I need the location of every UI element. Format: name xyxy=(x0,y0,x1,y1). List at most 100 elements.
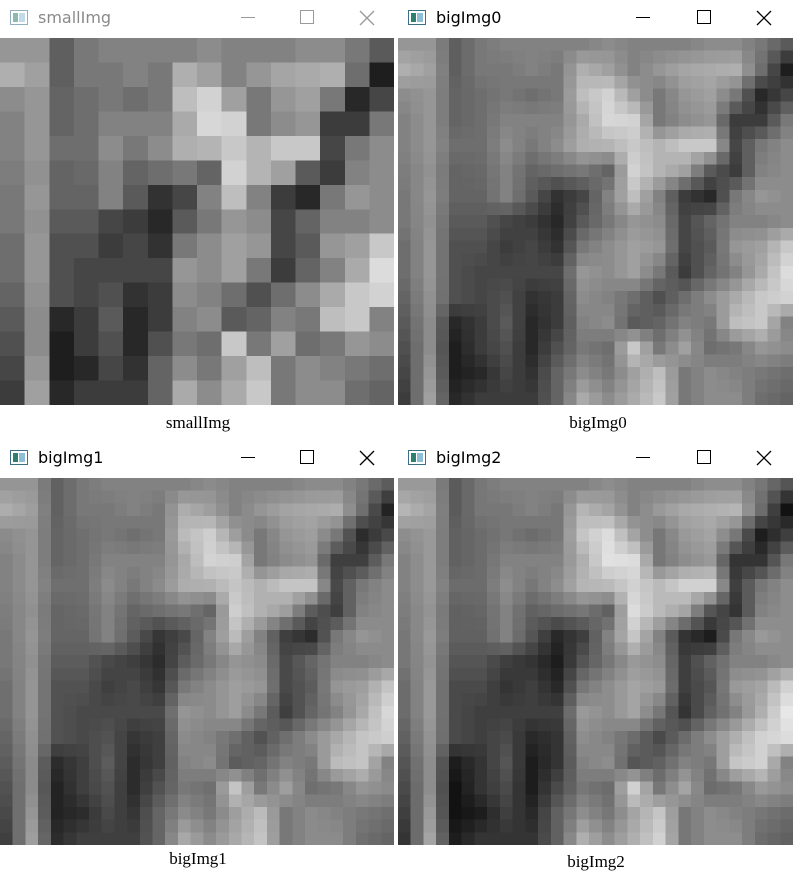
pixel-cell xyxy=(368,629,382,644)
pixel-cell xyxy=(246,135,272,161)
maximize-button[interactable] xyxy=(292,4,322,32)
pixel-cell xyxy=(576,642,590,656)
pixel-cell xyxy=(576,579,590,593)
pixel-cell xyxy=(381,680,394,694)
maximize-button[interactable] xyxy=(689,444,719,472)
pixel-cell xyxy=(665,553,679,568)
pixel-cell xyxy=(640,291,654,305)
pixel-cell xyxy=(742,807,756,821)
pixel-cell xyxy=(410,341,425,355)
pixel-cell xyxy=(576,63,590,77)
pixel-cell xyxy=(410,240,425,254)
pixel-cell xyxy=(127,566,141,580)
pixel-cell xyxy=(343,478,357,492)
maximize-button[interactable] xyxy=(689,4,719,32)
pixel-cell xyxy=(410,604,425,618)
pixel-cell xyxy=(512,253,527,267)
pixel-cell xyxy=(703,718,718,732)
pixel-cell xyxy=(216,731,230,745)
pixel-cell xyxy=(448,367,463,381)
pixel-cell xyxy=(279,756,293,770)
pixel-cell xyxy=(368,655,382,669)
pixel-cell xyxy=(640,101,654,115)
titlebar[interactable]: smallImg xyxy=(0,0,396,38)
pixel-cell xyxy=(767,367,781,381)
pixel-cell xyxy=(355,756,370,770)
pixel-cell xyxy=(780,541,793,555)
pixel-cell xyxy=(101,832,115,845)
minimize-button[interactable] xyxy=(233,4,263,32)
pixel-cell xyxy=(780,50,793,64)
pixel-cell xyxy=(576,794,590,808)
pixel-cell xyxy=(381,553,394,568)
pixel-cell xyxy=(123,160,149,186)
pixel-cell xyxy=(487,541,501,555)
pixel-cell xyxy=(589,743,603,758)
pixel-cell xyxy=(512,617,527,631)
pixel-cell xyxy=(63,667,77,682)
maximize-button[interactable] xyxy=(292,444,322,472)
pixel-cell xyxy=(767,253,781,267)
pixel-cell xyxy=(512,553,527,568)
pixel-cell xyxy=(512,819,527,833)
pixel-cell xyxy=(499,617,514,631)
pixel-cell xyxy=(614,379,628,393)
pixel-cell xyxy=(423,579,437,593)
pixel-cell xyxy=(474,528,488,542)
pixel-cell xyxy=(50,642,65,656)
pixel-cell xyxy=(254,591,268,606)
pixel-cell xyxy=(254,478,268,492)
pixel-cell xyxy=(190,819,204,833)
pixel-cell xyxy=(474,629,488,644)
pixel-cell xyxy=(12,553,27,568)
pixel-cell xyxy=(716,291,730,305)
minimize-button[interactable] xyxy=(628,444,658,472)
pixel-cell xyxy=(729,253,743,267)
titlebar[interactable]: bigImg1 xyxy=(0,440,396,478)
pixel-cell xyxy=(627,101,641,115)
pixel-cell xyxy=(216,655,230,669)
pixel-cell xyxy=(266,642,281,656)
pixel-cell xyxy=(499,367,514,381)
pixel-cell xyxy=(295,356,321,382)
pixel-cell xyxy=(754,478,769,492)
pixel-cell xyxy=(703,553,718,568)
pixel-cell xyxy=(601,278,616,292)
minimize-button[interactable] xyxy=(233,444,263,472)
pixel-cell xyxy=(576,88,590,102)
pixel-cell xyxy=(499,151,514,166)
pixel-cell xyxy=(279,718,293,732)
pixel-cell xyxy=(292,617,306,631)
pixel-cell xyxy=(448,490,463,504)
pixel-cell xyxy=(101,579,115,593)
pixel-cell xyxy=(410,139,425,153)
pixel-cell xyxy=(38,705,52,720)
pixel-cell xyxy=(0,731,14,745)
pixel-cell xyxy=(330,541,344,555)
pixel-cell xyxy=(640,503,654,517)
pixel-cell xyxy=(474,731,488,745)
pixel-cell xyxy=(474,667,488,682)
close-button[interactable] xyxy=(749,4,779,32)
pixel-cell xyxy=(127,604,141,618)
pixel-cell xyxy=(742,253,756,267)
minimize-button[interactable] xyxy=(628,4,658,32)
close-button[interactable] xyxy=(749,444,779,472)
pixel-cell xyxy=(241,756,255,770)
pixel-cell xyxy=(538,667,552,682)
titlebar[interactable]: bigImg0 xyxy=(398,0,793,38)
close-button[interactable] xyxy=(352,4,382,32)
titlebar[interactable]: bigImg2 xyxy=(398,440,793,478)
pixel-cell xyxy=(525,38,539,52)
pixel-cell xyxy=(525,629,539,644)
pixel-cell xyxy=(589,807,603,821)
pixel-cell xyxy=(729,63,743,77)
pixel-cell xyxy=(63,731,77,745)
pixel-cell xyxy=(474,126,488,140)
pixel-cell xyxy=(436,617,450,631)
pixel-cell xyxy=(487,392,501,405)
pixel-cell xyxy=(25,604,39,618)
pixel-cell xyxy=(49,62,75,88)
pixel-cell xyxy=(652,303,667,318)
close-button[interactable] xyxy=(352,444,382,472)
